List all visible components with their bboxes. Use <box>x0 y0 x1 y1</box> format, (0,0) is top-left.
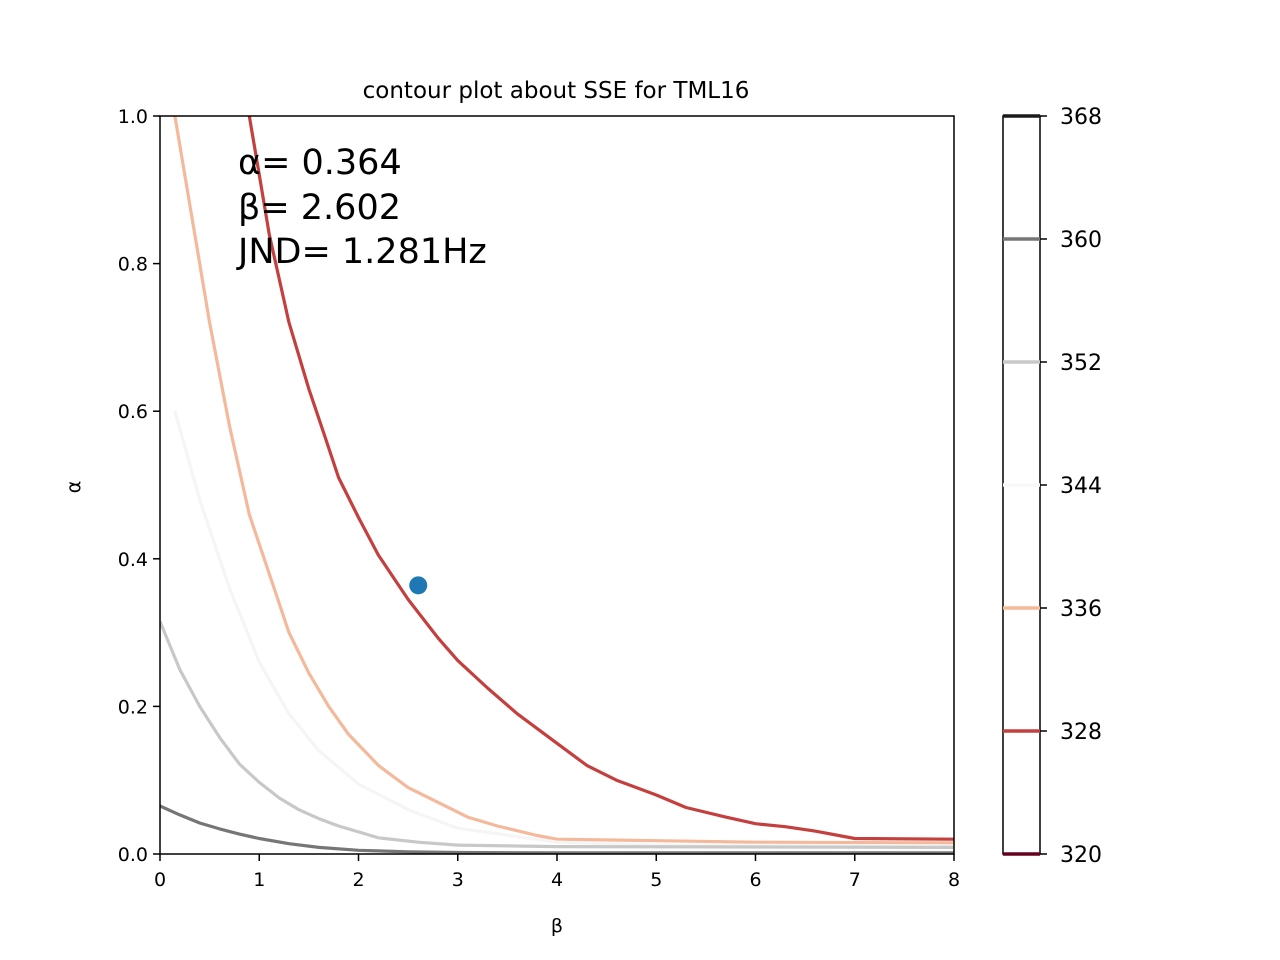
y-tick-label: 1.0 <box>118 106 148 128</box>
colorbar-tick-label: 344 <box>1060 474 1102 499</box>
colorbar-tick-label: 320 <box>1060 843 1102 868</box>
contour-line-344 <box>173 410 954 848</box>
x-tick-label: 3 <box>452 869 464 891</box>
colorbar-tick-label: 368 <box>1060 105 1102 130</box>
y-tick-label: 0.4 <box>118 549 148 571</box>
x-tick-label: 1 <box>253 869 265 891</box>
x-tick-label: 4 <box>551 869 563 891</box>
contour-layer <box>160 116 954 854</box>
y-tick-label: 0.0 <box>118 844 148 866</box>
x-axis-label: β <box>551 915 563 937</box>
contour-line-360 <box>160 804 954 854</box>
fit-annotation: α= 0.364 β= 2.602 JND= 1.281Hz <box>236 143 487 272</box>
annotation-alpha: α= 0.364 <box>238 143 402 183</box>
y-tick-label: 0.8 <box>118 254 148 276</box>
x-tick-label: 0 <box>154 869 166 891</box>
contour-line-336 <box>173 116 954 845</box>
x-tick-label: 5 <box>650 869 662 891</box>
x-axis: 0 1 2 3 4 5 6 7 8 <box>154 854 960 891</box>
colorbar-tick-label: 336 <box>1060 597 1102 622</box>
x-tick-label: 2 <box>352 869 364 891</box>
best-fit-point <box>409 576 428 595</box>
colorbar-tick-label: 360 <box>1060 228 1102 253</box>
y-tick-label: 0.6 <box>118 401 148 423</box>
x-tick-label: 7 <box>849 869 861 891</box>
colorbar: 320 328 336 344 352 360 368 <box>1002 105 1102 868</box>
colorbar-tick-label: 328 <box>1060 720 1102 745</box>
contour-line-352 <box>160 620 954 849</box>
contour-line-328 <box>247 116 954 841</box>
annotation-jnd: JND= 1.281Hz <box>236 232 487 272</box>
y-tick-label: 0.2 <box>118 696 148 718</box>
x-tick-label: 8 <box>948 869 960 891</box>
colorbar-tick-label: 352 <box>1060 351 1102 376</box>
annotation-beta: β= 2.602 <box>238 188 401 228</box>
chart-title: contour plot about SSE for TML16 <box>363 78 750 104</box>
y-axis-label: α <box>63 481 85 494</box>
x-tick-label: 6 <box>749 869 761 891</box>
y-axis: 0.0 0.2 0.4 0.6 0.8 1.0 <box>118 106 160 866</box>
